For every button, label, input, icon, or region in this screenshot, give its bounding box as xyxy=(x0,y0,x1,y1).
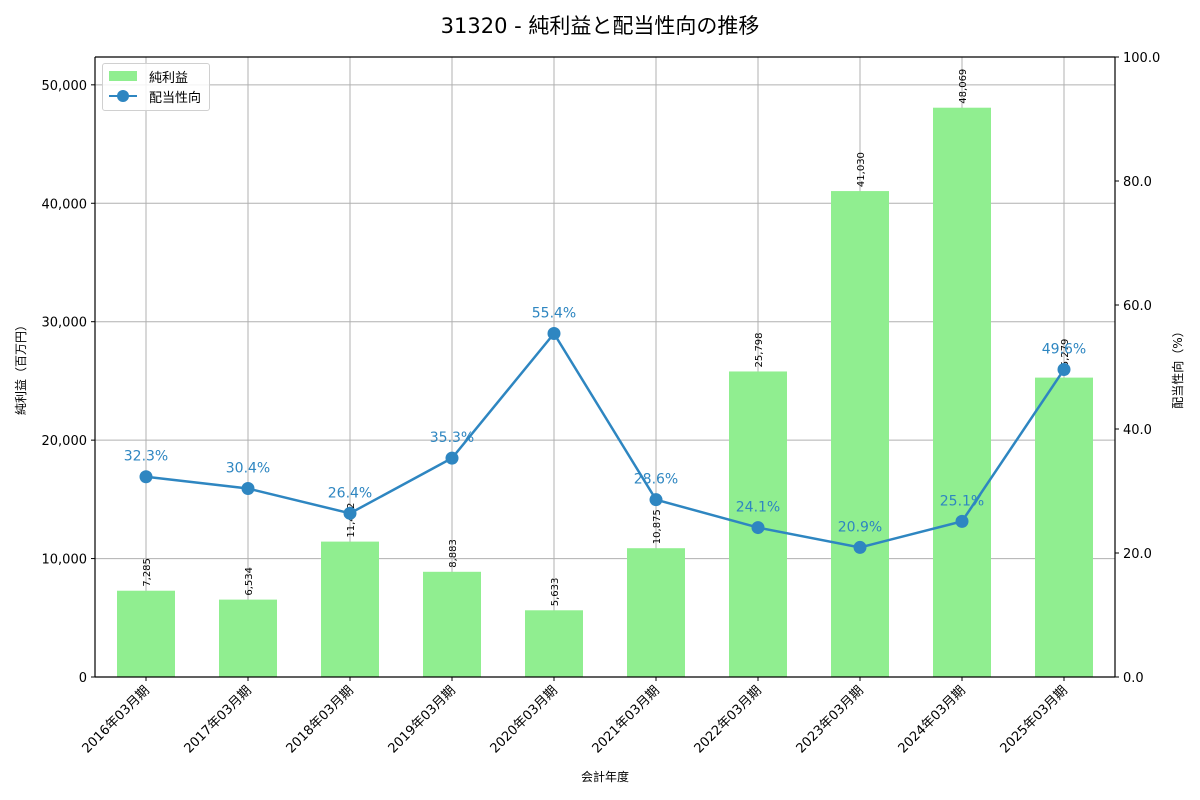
bar-value-label: 48,069 xyxy=(958,69,969,104)
payout-ratio-label: 49.6% xyxy=(1042,341,1086,357)
line-marker xyxy=(853,540,867,554)
left-axis-tick-label: 30,000 xyxy=(42,316,88,331)
x-axis-tick-label: 2022年03月期 xyxy=(692,683,765,756)
line-payout-ratio xyxy=(145,331,1066,549)
left-axis-tick-label: 10,000 xyxy=(42,553,88,568)
bar-value-label: 5,633 xyxy=(550,578,561,607)
right-axis-tick-label: 40.0 xyxy=(1123,423,1152,438)
x-axis-tick-label: 2020年03月期 xyxy=(488,683,561,756)
line-marker xyxy=(445,451,459,465)
bar-value-label: 41,030 xyxy=(856,152,867,187)
legend-item-payout-ratio: 配当性向 xyxy=(109,87,202,106)
legend-label: 配当性向 xyxy=(149,90,202,106)
line-marker xyxy=(547,327,561,341)
bar-value-label: 10,875 xyxy=(652,509,663,544)
x-axis-tick-label: 2024年03月期 xyxy=(896,683,969,756)
bar-value-label: 6,534 xyxy=(244,567,255,596)
bar-net-income xyxy=(627,548,685,677)
legend-item-net-income: 純利益 xyxy=(109,67,189,86)
bar-net-income xyxy=(219,599,277,677)
line-marker xyxy=(649,493,663,507)
left-axis-tick-label: 0 xyxy=(79,671,87,686)
x-axis-tick-label: 2016年03月期 xyxy=(80,683,153,756)
right-axis-tick-label: 100.0 xyxy=(1123,51,1160,66)
payout-ratio-label: 26.4% xyxy=(328,485,372,501)
bar-net-income xyxy=(423,571,481,677)
payout-ratio-label: 35.3% xyxy=(430,430,474,446)
left-axis-tick-label: 40,000 xyxy=(42,197,88,212)
bar-value-label: 25,798 xyxy=(754,332,765,367)
right-axis-tick-label: 0.0 xyxy=(1123,671,1144,686)
x-axis-tick-label: 2023年03月期 xyxy=(794,683,867,756)
x-axis-tick-label: 2025年03月期 xyxy=(998,683,1071,756)
bar-value-label: 25,279 xyxy=(1060,339,1071,374)
line-marker xyxy=(955,514,969,528)
bar-value-label: 11,432 xyxy=(346,503,357,538)
bar-net-income xyxy=(933,107,991,678)
bar-value-label: 7,285 xyxy=(142,558,153,587)
payout-ratio-label: 25.1% xyxy=(940,493,984,509)
right-axis-tick-label: 80.0 xyxy=(1123,175,1152,190)
line-marker xyxy=(241,482,255,496)
payout-ratio-label: 30.4% xyxy=(226,461,270,477)
payout-ratio-label: 20.9% xyxy=(838,519,882,535)
bar-value-label: 8,883 xyxy=(448,539,459,568)
left-axis-tick-label: 20,000 xyxy=(42,434,88,449)
bar-net-income xyxy=(831,191,889,677)
bar-swatch-icon xyxy=(109,71,137,81)
x-axis-title: 会計年度 xyxy=(581,769,629,784)
line-marker xyxy=(343,506,357,520)
x-axis-tick-label: 2021年03月期 xyxy=(590,683,663,756)
legend: 純利益 配当性向 xyxy=(102,63,210,111)
line-marker xyxy=(751,521,765,535)
payout-ratio-label: 24.1% xyxy=(736,500,780,516)
bar-net-income xyxy=(321,541,379,677)
line-marker xyxy=(1057,362,1071,376)
right-axis-tick-label: 20.0 xyxy=(1123,547,1152,562)
left-axis-title: 純利益（百万円） xyxy=(14,319,28,415)
legend-label: 純利益 xyxy=(149,70,189,86)
right-axis-title: 配当性向（%） xyxy=(1170,325,1185,408)
x-axis-tick-label: 2018年03月期 xyxy=(284,683,357,756)
bar-net-income xyxy=(1035,377,1093,677)
left-axis-tick-label: 50,000 xyxy=(42,79,88,94)
x-axis-tick-label: 2017年03月期 xyxy=(182,683,255,756)
payout-ratio-label: 32.3% xyxy=(124,449,168,465)
line-marker-swatch-icon xyxy=(109,87,137,105)
bar-net-income xyxy=(525,610,583,677)
bar-net-income xyxy=(117,590,175,677)
x-axis-tick-label: 2019年03月期 xyxy=(386,683,459,756)
right-axis-tick-label: 60.0 xyxy=(1123,299,1152,314)
payout-ratio-label: 28.6% xyxy=(634,472,678,488)
chart-title: 31320 - 純利益と配当性向の推移 xyxy=(440,14,760,38)
payout-ratio-label: 55.4% xyxy=(532,306,576,322)
line-marker xyxy=(139,470,153,484)
